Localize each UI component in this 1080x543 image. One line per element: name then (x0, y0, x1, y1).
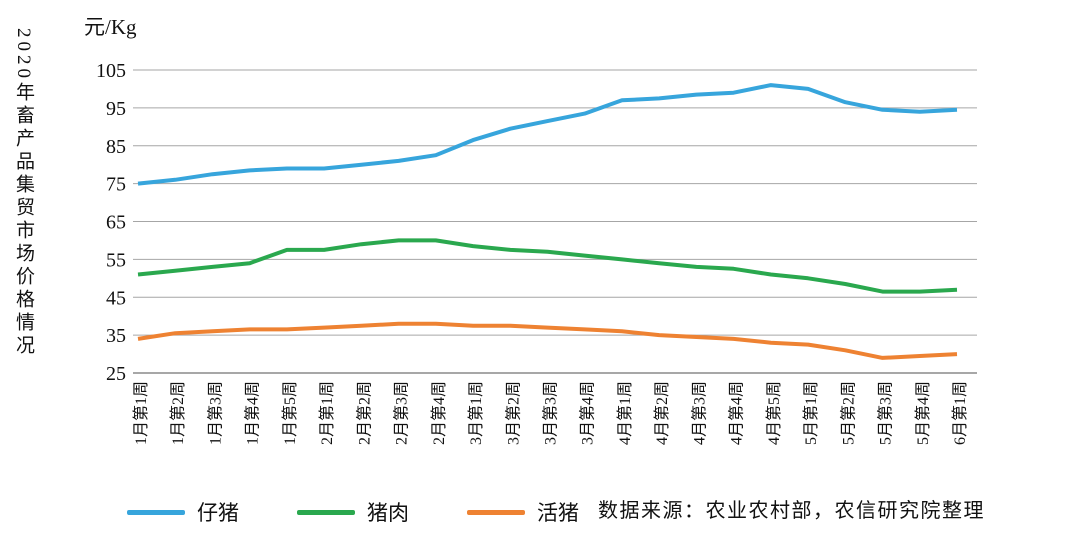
data-source-note: 数据来源：农业农村部，农信研究院整理 (598, 500, 985, 522)
y-tick-label: 55 (106, 249, 126, 271)
x-tick-label: 2月第4周 (430, 381, 448, 445)
x-tick-label: 1月第4周 (244, 381, 262, 445)
y-axis-unit-label: 元/Kg (84, 15, 137, 39)
x-tick-label: 3月第4周 (579, 381, 597, 445)
legend-line-swatch (467, 509, 525, 515)
x-tick-label: 2月第2周 (355, 381, 373, 445)
x-tick-label: 1月第5周 (281, 381, 299, 445)
chart-vertical-title: 2020年畜产品集贸市场价格情况 (13, 28, 34, 358)
x-tick-label: 5月第1周 (802, 381, 820, 445)
series-line-0 (137, 83, 958, 186)
x-tick-label: 4月第5周 (765, 381, 783, 445)
x-tick-label: 1月第3周 (206, 381, 224, 445)
x-tick-label: 2月第1周 (318, 381, 336, 445)
x-tick-label: 4月第1周 (616, 381, 634, 445)
y-tick-label: 65 (106, 212, 126, 234)
y-tick-label: 35 (106, 325, 126, 347)
x-tick-label: 1月第2周 (169, 381, 187, 445)
legend-item-1: 猪肉 (297, 497, 409, 527)
x-tick-label: 2月第3周 (393, 381, 411, 445)
y-tick-label: 45 (106, 287, 126, 309)
x-tick-label: 3月第3周 (542, 381, 560, 445)
y-tick-label: 25 (106, 363, 126, 385)
y-tick-label: 105 (96, 60, 126, 82)
legend-item-2: 活猪 (467, 497, 579, 527)
chart-legend: 仔猪 猪肉 活猪 (127, 497, 579, 527)
x-tick-label: 3月第1周 (467, 381, 485, 445)
y-tick-label: 95 (106, 98, 126, 120)
series-line-1 (137, 238, 958, 294)
x-tick-label: 6月第1周 (951, 381, 969, 445)
x-tick-label: 4月第4周 (728, 381, 746, 445)
x-tick-label: 5月第3周 (877, 381, 895, 445)
x-tick-label: 5月第4周 (914, 381, 932, 445)
legend-label: 仔猪 (197, 501, 239, 525)
series-line-2 (137, 321, 958, 360)
x-tick-label: 4月第2周 (653, 381, 671, 445)
y-tick-label: 75 (106, 174, 126, 196)
x-tick-label: 5月第2周 (839, 381, 857, 445)
legend-line-swatch (297, 509, 355, 515)
legend-line-swatch (127, 509, 185, 515)
x-tick-label: 3月第2周 (504, 381, 522, 445)
legend-item-0: 仔猪 (127, 497, 239, 527)
x-tick-label: 4月第3周 (690, 381, 708, 445)
y-tick-label: 85 (106, 136, 126, 158)
legend-label: 活猪 (537, 501, 579, 525)
legend-label: 猪肉 (367, 501, 409, 525)
x-tick-label: 1月第1周 (132, 381, 150, 445)
